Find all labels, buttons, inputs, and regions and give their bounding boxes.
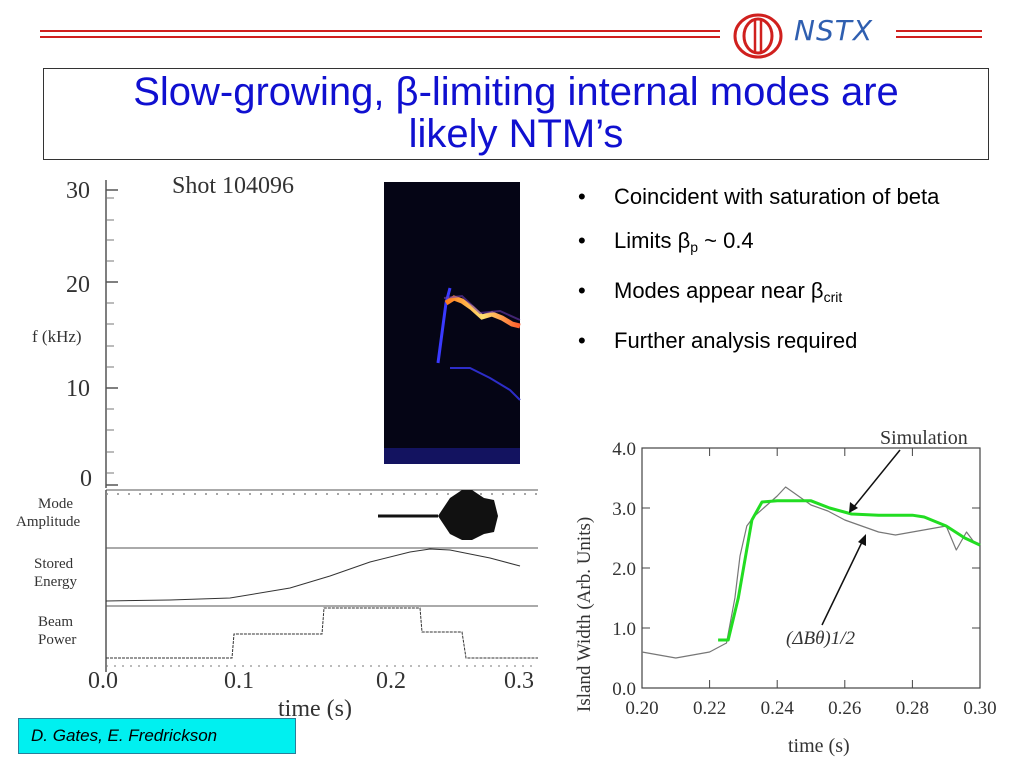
time-tick-1: 0.1	[224, 668, 254, 694]
y-tick-label: 3.0	[612, 499, 636, 520]
annotation-simulation-arrow	[852, 449, 901, 509]
x-tick-label: 0.22	[693, 698, 726, 719]
annotation-simulation-arrowhead	[849, 502, 858, 513]
beta-symbol: β	[677, 228, 691, 253]
spectrogram-mode-halo	[443, 294, 521, 321]
title-line-1: Slow-growing, β-limiting internal modes …	[44, 71, 988, 113]
x-tick-label: 0.26	[828, 698, 861, 719]
title-text-a: Slow-growing,	[133, 70, 396, 114]
freq-tick-20: 20	[66, 272, 90, 298]
credit-box: D. Gates, E. Fredrickson	[18, 718, 296, 754]
panel-label-power: Power	[38, 632, 76, 648]
chart-series-layer	[641, 486, 981, 659]
header-rule-left	[40, 30, 720, 32]
beta-symbol: β	[395, 70, 419, 114]
chart-plot-frame	[641, 447, 981, 689]
header-rule-left-2	[40, 36, 720, 38]
time-axis-label: time (s)	[278, 696, 352, 720]
y-tick-label: 0.0	[612, 679, 636, 700]
bullet-text-2-end: ~ 0.4	[698, 228, 754, 253]
time-tick-3: 0.3	[504, 668, 534, 694]
shot-label: Shot 104096	[172, 173, 294, 199]
shot-figure: Shot 104096 30 20 10 0 f (kHz) Mode Ampl…	[16, 173, 538, 720]
freq-tick-10: 10	[66, 376, 90, 402]
annotation-delta-b-arrow	[821, 539, 864, 626]
x-tick-label: 0.24	[761, 698, 795, 719]
x-tick-label: 0.28	[896, 698, 929, 719]
title-text-b: -limiting internal modes are	[418, 70, 899, 114]
spectrogram-low-branch	[450, 367, 521, 401]
beta-symbol: β	[810, 278, 824, 303]
y-tick-label: 1.0	[612, 619, 636, 640]
bullet-dot: •	[578, 184, 586, 209]
bullet-dot: •	[578, 278, 586, 303]
spectrogram-bottom-noise	[384, 448, 520, 464]
x-tick-label: 0.30	[963, 698, 996, 719]
time-tick-2: 0.2	[376, 668, 406, 694]
spectrogram-mode-trace	[444, 295, 521, 329]
bullet-item-1: • Coincident with saturation of beta	[578, 184, 998, 210]
chart-axis-ticks	[641, 447, 981, 689]
title-line-2: likely NTM’s	[408, 112, 624, 156]
bullet-item-4: • Further analysis required	[578, 328, 998, 354]
y-tick-label: 4.0	[612, 439, 636, 460]
freq-axis-label: f (kHz)	[32, 327, 82, 346]
freq-tick-0: 0	[80, 466, 92, 492]
panel-label-mode: Mode	[38, 496, 73, 512]
y-tick-label: 2.0	[612, 559, 636, 580]
freq-tick-30: 30	[66, 178, 90, 204]
header-rule-right	[896, 30, 982, 32]
panel-label-amplitude: Amplitude	[16, 514, 81, 530]
header-rule-right-2	[896, 36, 982, 38]
annotation-delta-b: (ΔBθ)1/2	[786, 628, 856, 649]
series-delta-b-line	[641, 486, 981, 659]
annotation-delta-b-arrowhead	[858, 534, 866, 546]
freq-axis-major-ticks	[106, 189, 118, 486]
series-simulation-line	[718, 499, 981, 642]
bullet-text-4: Further analysis required	[614, 328, 858, 353]
bullet-text-1: Coincident with saturation of beta	[614, 184, 940, 209]
island-width-chart: 0.20 0.22 0.24 0.26 0.28 0.300.01.02.03.04.0 …	[574, 427, 997, 757]
spectrogram	[384, 182, 520, 464]
beta-subscript-crit: crit	[823, 289, 843, 305]
chart-y-axis-label: Island Width (Arb. Units)	[574, 517, 595, 712]
x-tick-label: 0.20	[625, 698, 658, 719]
annotation-simulation: Simulation	[880, 427, 968, 449]
mode-amplitude-envelope	[438, 490, 498, 540]
time-tick-0: 0.0	[88, 668, 118, 694]
chart-x-axis-label: time (s)	[788, 735, 850, 757]
beam-power-trace	[106, 607, 538, 659]
bullet-item-3: • Modes appear near βcrit	[578, 278, 998, 310]
chart-tick-labels: 0.20 0.22 0.24 0.26 0.28 0.30 0.0 1.0 2.0 3.0 4.0	[612, 439, 996, 719]
bullet-dot: •	[578, 328, 586, 353]
bullet-list: • Coincident with saturation of beta • L…	[578, 184, 998, 372]
stored-energy-trace	[105, 548, 521, 602]
nstx-logo-icon	[733, 13, 783, 59]
bullet-text-2: Limits	[614, 228, 678, 253]
freq-axis-minor-ticks	[106, 197, 114, 474]
bullet-text-3: Modes appear near	[614, 278, 811, 303]
logo-text: NSTX	[794, 14, 874, 47]
bullet-item-2: • Limits βp ~ 0.4	[578, 228, 998, 260]
spectrogram-mode-branch	[436, 287, 452, 364]
beta-subscript-p: p	[690, 239, 699, 255]
panel-label-energy: Energy	[34, 574, 78, 590]
bullet-dot: •	[578, 228, 586, 253]
slide-title: Slow-growing, β-limiting internal modes …	[43, 68, 989, 160]
panel-label-stored: Stored	[34, 556, 74, 572]
panel-label-beam: Beam	[38, 614, 73, 630]
